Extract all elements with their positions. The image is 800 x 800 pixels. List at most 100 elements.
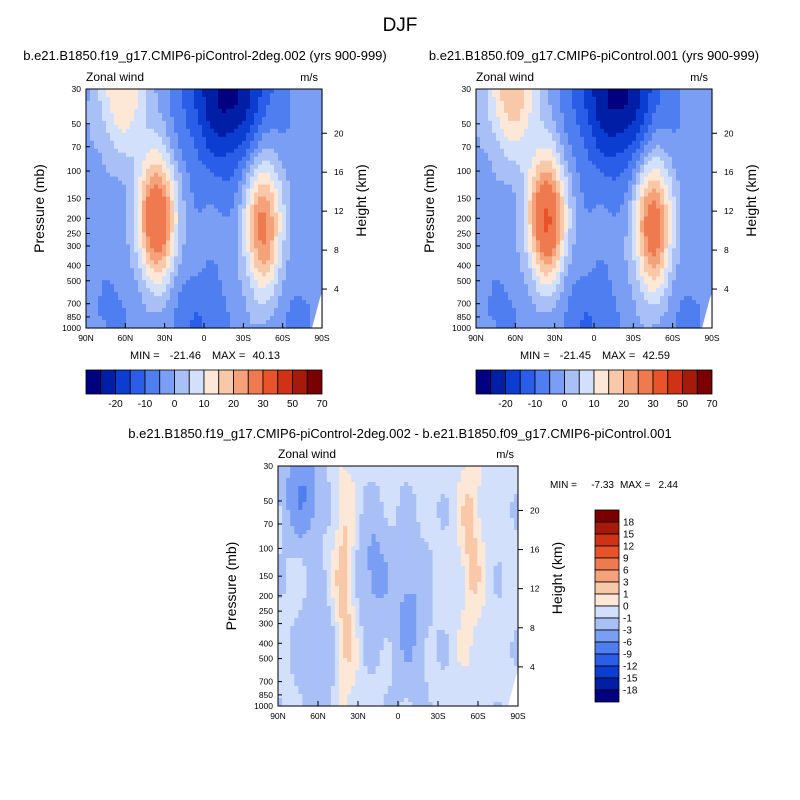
field-cell [214,224,219,230]
field-cell [222,252,227,257]
field-cell [532,120,537,126]
field-cell [302,112,307,118]
field-cell [314,96,319,102]
field-cell [520,152,525,158]
field-cell [266,100,271,106]
field-cell [524,96,529,102]
field-cell [98,244,103,249]
field-cell [274,260,279,265]
field-cell [476,100,481,106]
field-cell [270,272,275,277]
field-cell [576,108,581,114]
field-cell [540,112,545,118]
field-cell [198,244,203,249]
field-cell [306,320,311,325]
field-cell [314,268,319,273]
field-cell [202,196,207,202]
field-cell [508,160,513,166]
field-cell [560,160,565,166]
y-tick-label: 400 [67,261,81,271]
field-cell [238,180,243,186]
field-cell [190,300,195,305]
field-cell [114,276,119,281]
field-cell [190,268,195,273]
field-cell [568,164,573,170]
field-cell [118,148,123,154]
field-cell [318,224,323,230]
field-cell [230,320,235,325]
field-cell [90,96,95,102]
field-cell [286,176,291,182]
field-cell [270,204,275,210]
field-cell [238,264,243,269]
field-cell [134,116,139,122]
field-cell [644,112,649,118]
field-cell [182,184,187,190]
field-cell [194,260,199,265]
field-cell [134,252,139,257]
field-cell [314,228,319,233]
field-cell [126,208,131,214]
field-cell [98,216,103,222]
field-cell [704,128,709,134]
field-cell [640,168,645,174]
field-cell [114,252,119,257]
field-cell [170,112,175,118]
field-cell [114,176,119,182]
field-cell [266,128,271,134]
field-cell [254,208,259,214]
field-cell [306,136,311,142]
field-cell [520,136,525,142]
field-cell [94,112,99,118]
field-cell [230,268,235,273]
field-cell [194,192,199,198]
field-cell [274,284,279,289]
field-cell [298,316,303,321]
field-cell [580,180,585,186]
field-cell [154,160,159,166]
field-cell [142,304,147,309]
field-cell [584,89,589,94]
field-cell [286,260,291,265]
field-cell [94,244,99,249]
field-cell [198,180,203,186]
field-cell [266,108,271,114]
field-cell [106,116,111,122]
field-cell [282,228,287,233]
field-cell [126,268,131,273]
field-cell [684,96,689,102]
field-cell [198,276,203,281]
field-cell [238,160,243,166]
field-cell [258,260,263,265]
field-cell [564,124,569,130]
field-cell [628,168,633,174]
field-cell [246,212,251,218]
field-cell [652,96,657,102]
field-cell [282,144,287,150]
field-cell [222,300,227,305]
field-cell [696,160,701,166]
field-cell [134,276,139,281]
field-cell [516,148,521,154]
field-cell [604,164,609,170]
field-cell [122,264,127,269]
field-cell [242,200,247,206]
field-cell [206,180,211,186]
field-cell [138,152,143,158]
field-cell [118,176,123,182]
field-cell [588,128,593,134]
y-tick-label: 850 [67,312,81,322]
field-cell [110,152,115,158]
field-cell [660,156,665,162]
field-cell [262,124,267,130]
field-cell [266,176,271,182]
field-cell [258,89,263,94]
field-cell [174,124,179,130]
field-cell [616,152,621,158]
field-cell [488,160,493,166]
field-cell [294,212,299,218]
field-cell [286,276,291,281]
field-cell [170,232,175,237]
field-cell [488,156,493,162]
field-cell [258,216,263,222]
